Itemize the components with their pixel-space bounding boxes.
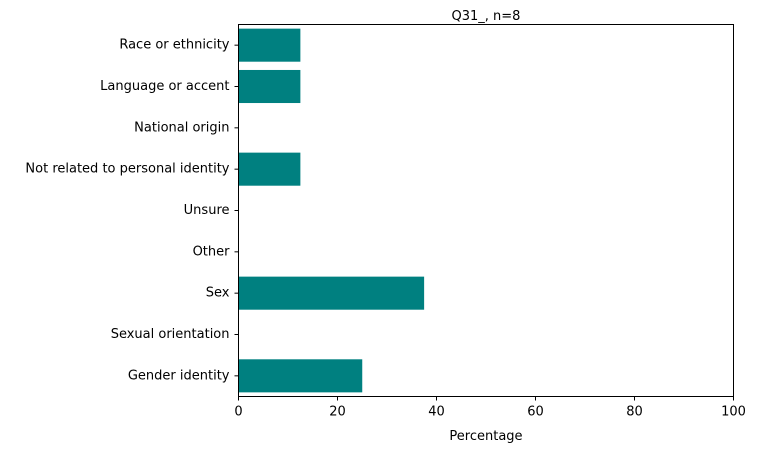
bar-not-related-to-personal-identity <box>238 152 301 186</box>
x-axis-ticks: 0 20 40 60 80 100 <box>234 396 746 420</box>
x-tick-label: 100 <box>721 405 746 420</box>
y-tick-label: Language or accent <box>100 79 229 94</box>
bar-language-or-accent <box>238 69 301 104</box>
x-tick-label: 40 <box>428 405 445 420</box>
bars-group <box>238 28 425 393</box>
y-tick-label: Race or ethnicity <box>119 38 229 53</box>
bar-sex <box>238 276 425 310</box>
y-axis-ticks: Race or ethnicity Language or accent Natio… <box>25 38 239 383</box>
y-tick-label: Sex <box>206 286 230 301</box>
y-tick-label: Other <box>193 244 231 259</box>
x-tick-label: 20 <box>329 405 346 420</box>
bar-gender-identity <box>238 359 363 393</box>
chart-title: Q31_, n=8 <box>452 9 521 24</box>
y-tick-label: Sexual orientation <box>111 327 230 342</box>
plot-frame <box>238 24 734 397</box>
x-tick-label: 80 <box>626 405 643 420</box>
y-tick-label: Unsure <box>184 203 230 218</box>
x-axis-label: Percentage <box>449 429 522 444</box>
y-tick-label: National origin <box>134 120 229 135</box>
x-tick-label: 60 <box>527 405 544 420</box>
bar-race-or-ethnicity <box>238 28 301 62</box>
y-tick-label: Gender identity <box>128 368 230 383</box>
x-tick-label: 0 <box>234 405 242 420</box>
y-tick-label: Not related to personal identity <box>25 162 229 177</box>
